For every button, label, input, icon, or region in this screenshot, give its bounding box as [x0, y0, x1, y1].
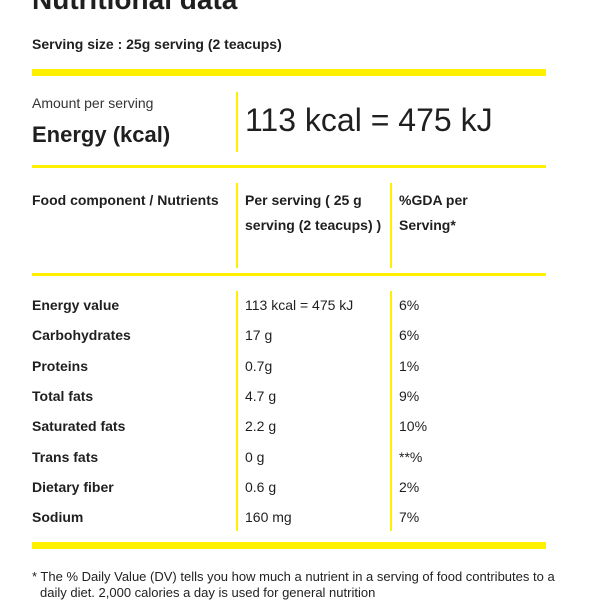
nutrient-name: Saturated fats	[32, 418, 126, 435]
column-header: %GDA per Serving*	[399, 192, 468, 233]
nutrient-name: Carbohydrates	[32, 327, 131, 344]
per-serving: 4.7 g	[245, 387, 277, 404]
nutrient-name: Trans fats	[32, 448, 99, 465]
per-serving: 113 kcal = 475 kJ	[245, 297, 354, 313]
divider	[236, 183, 238, 268]
gda-percent: 1%	[399, 357, 420, 374]
amount-label: Amount per serving	[32, 95, 154, 111]
divider	[390, 183, 392, 268]
per-serving: 2.2 g	[245, 418, 277, 435]
divider	[390, 291, 392, 531]
serving-size: Serving size : 25g serving (2 teacups)	[32, 36, 282, 52]
per-serving: 160 mg	[245, 509, 292, 526]
divider	[32, 165, 546, 168]
gda-percent: 7%	[399, 509, 420, 526]
gda-percent: **%	[399, 448, 423, 465]
gda-percent: 6%	[399, 327, 420, 344]
divider	[32, 69, 546, 76]
nutrient-name: Proteins	[32, 357, 89, 374]
energy-value: 113 kcal = 475 kJ	[245, 102, 493, 138]
footnote: * The % Daily Value (DV) tells you how m…	[32, 569, 555, 600]
nutrient-name: Sodium	[32, 509, 84, 526]
title: Nutritional data	[32, 0, 237, 16]
per-serving: 0 g	[245, 448, 265, 465]
gda-percent: 2%	[399, 478, 420, 495]
gda-percent: 9%	[399, 387, 420, 404]
divider	[32, 542, 546, 549]
per-serving: 0.6 g	[245, 478, 277, 495]
nutrient-name: Energy value	[32, 297, 120, 313]
per-serving: 0.7g	[245, 357, 273, 374]
column-header: Per serving ( 25 g serving (2 teacups) )	[245, 192, 382, 233]
divider	[32, 273, 546, 276]
gda-percent: 10%	[399, 418, 428, 435]
gda-percent: 6%	[399, 297, 420, 313]
divider	[236, 291, 238, 531]
nutrient-name: Total fats	[32, 387, 94, 404]
energy-label: Energy (kcal)	[32, 122, 171, 147]
column-header: Food component / Nutrients	[32, 192, 219, 208]
nutrient-name: Dietary fiber	[32, 478, 114, 495]
per-serving: 17 g	[245, 327, 273, 344]
divider	[236, 92, 238, 152]
